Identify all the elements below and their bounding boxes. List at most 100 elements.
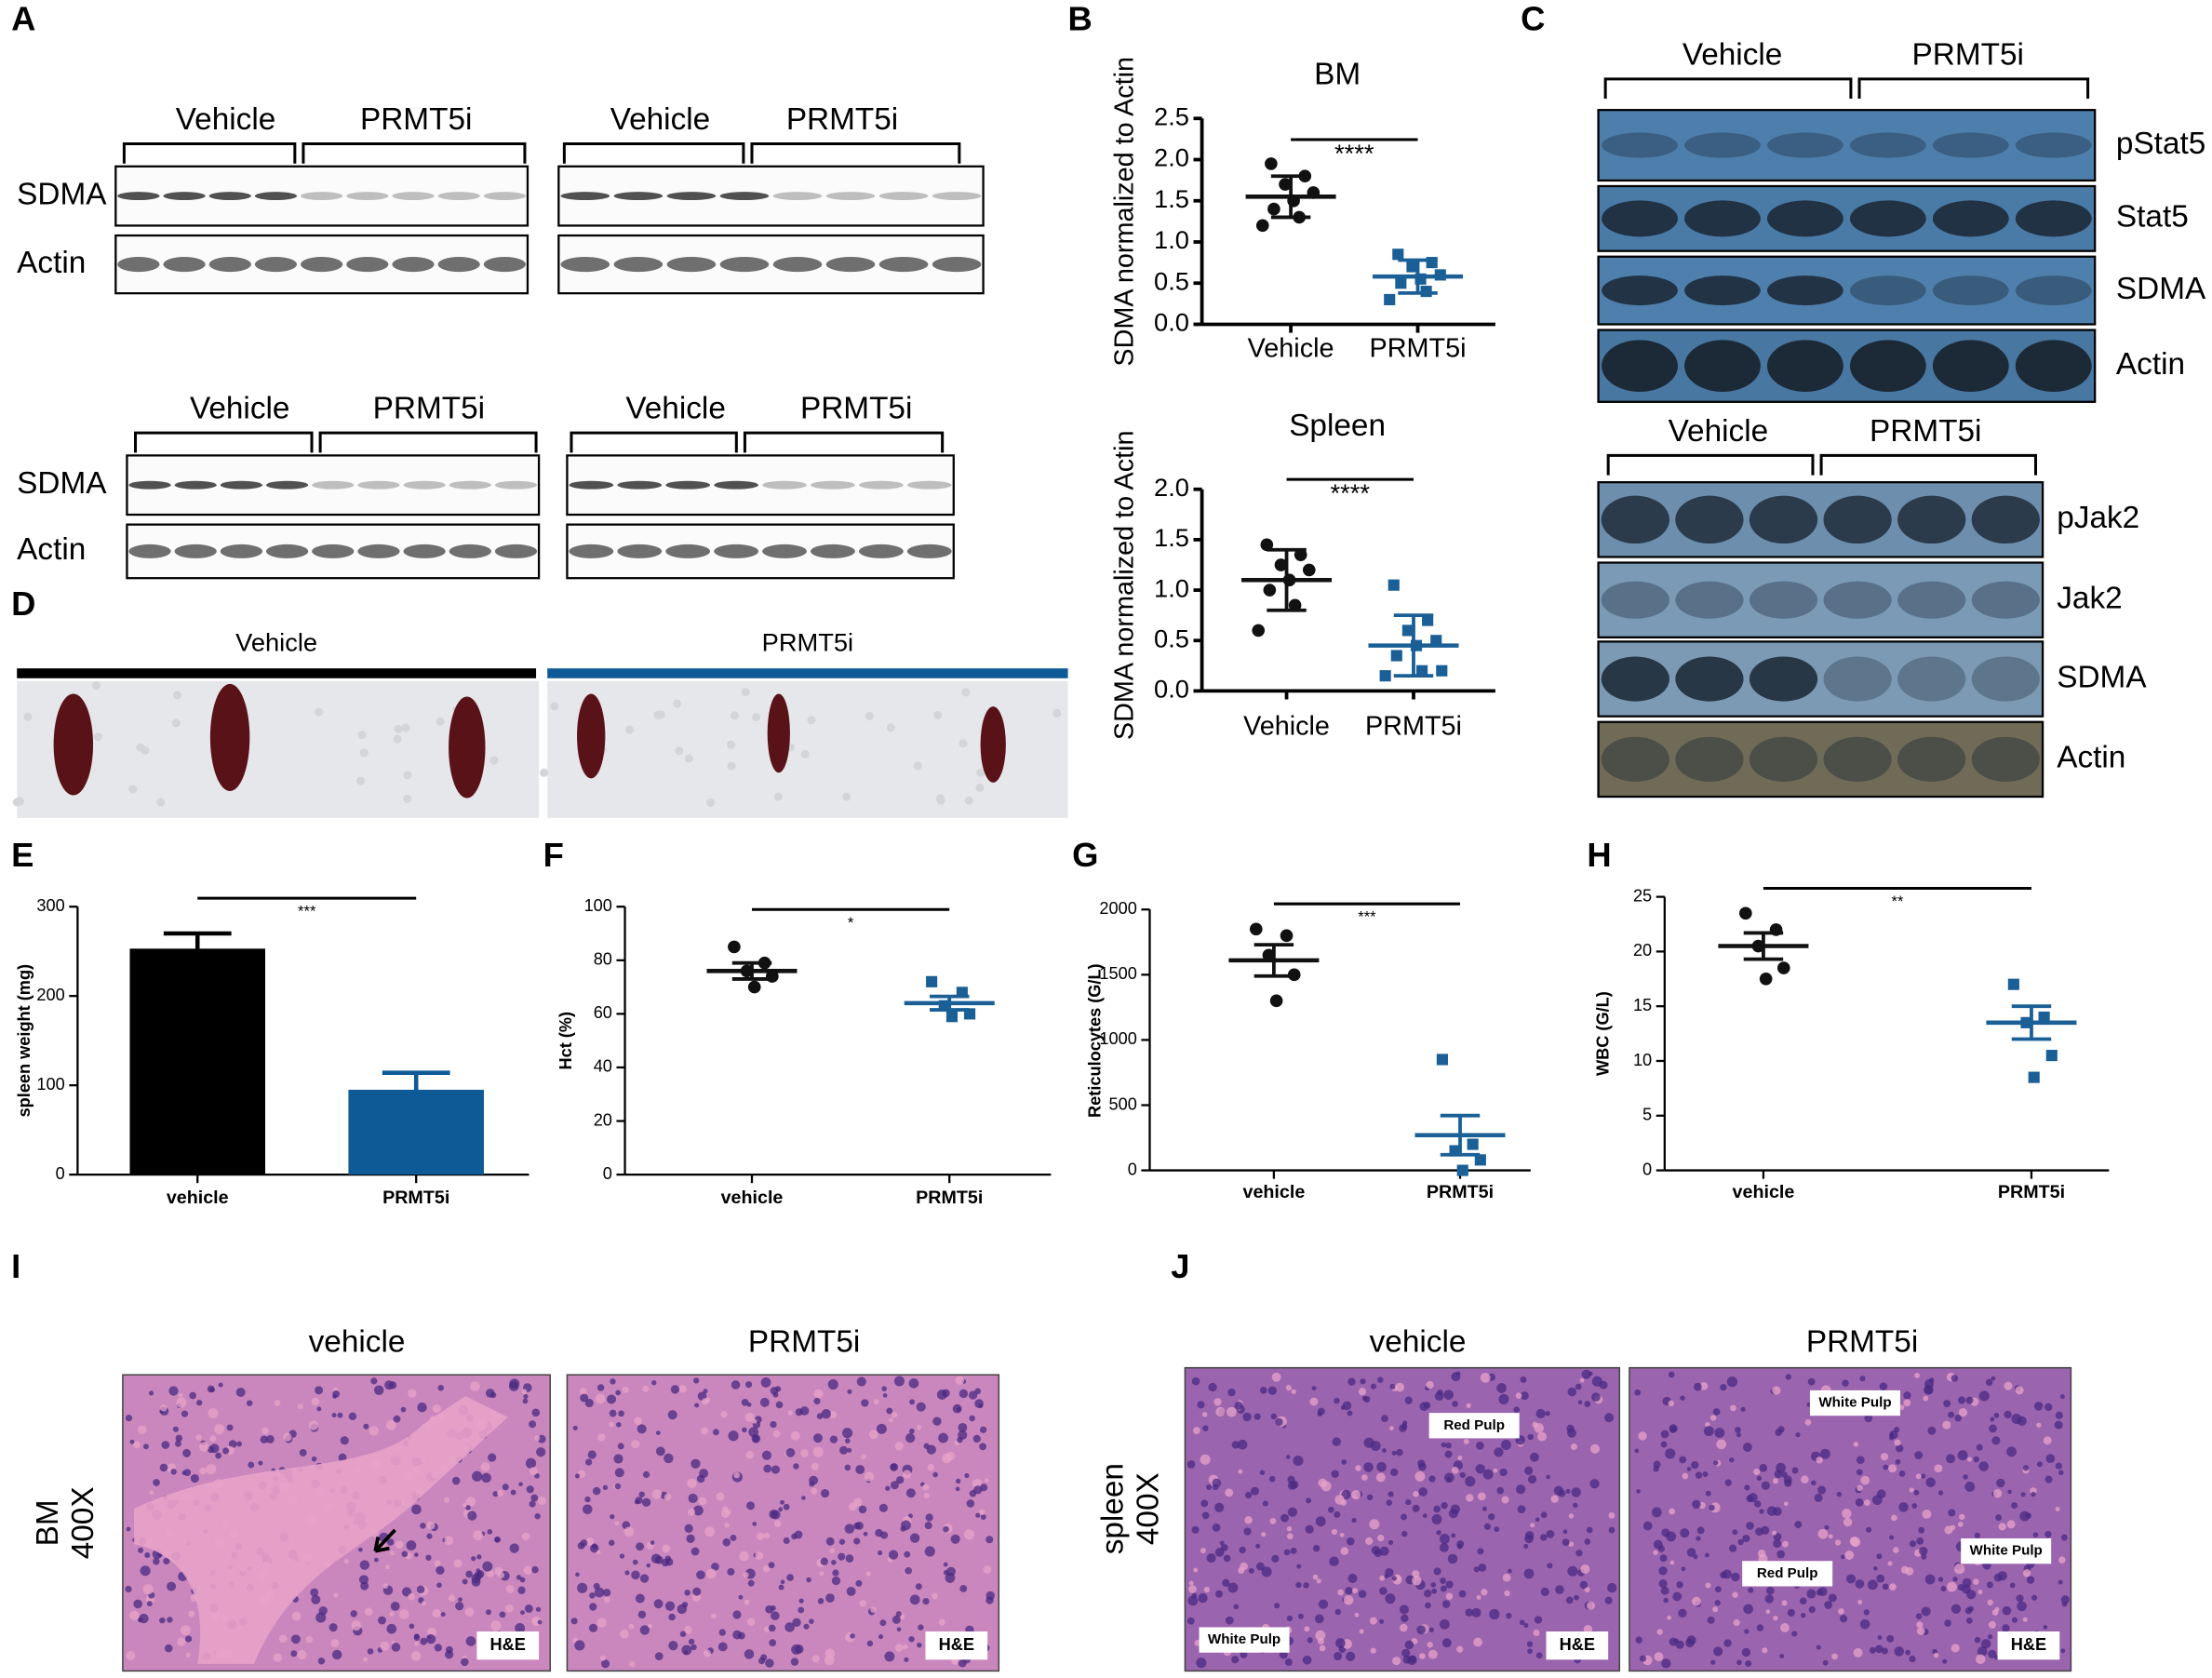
cell	[1699, 1382, 1709, 1390]
cell	[1430, 1582, 1437, 1588]
bracket	[122, 142, 297, 164]
blot-band	[2015, 200, 2092, 237]
cell	[744, 1412, 755, 1422]
cell	[744, 1599, 750, 1605]
cell	[1806, 1402, 1812, 1407]
cell	[1909, 1540, 1917, 1548]
data-point	[1422, 614, 1434, 626]
significance: ***	[1358, 908, 1376, 926]
cell	[1780, 1623, 1790, 1632]
cell	[1915, 1613, 1923, 1619]
cell	[1280, 1513, 1290, 1523]
cell	[1248, 1567, 1254, 1574]
cell	[161, 1441, 170, 1449]
cell	[159, 1617, 166, 1624]
cell	[1477, 1548, 1484, 1555]
cell	[1660, 1586, 1669, 1595]
cell	[884, 1651, 895, 1662]
blot-band	[174, 544, 217, 558]
cell	[1312, 1574, 1319, 1580]
cell	[798, 1606, 805, 1614]
cell	[426, 1521, 436, 1530]
cell	[153, 1479, 160, 1486]
data-point	[1739, 906, 1752, 920]
cell	[1302, 1655, 1312, 1665]
cell	[738, 1594, 744, 1600]
cell	[199, 1467, 207, 1475]
texture	[15, 797, 25, 806]
cell	[1534, 1616, 1543, 1624]
cell	[655, 1446, 665, 1457]
cell	[1748, 1587, 1754, 1593]
cell	[1431, 1588, 1438, 1594]
cell	[739, 1551, 749, 1562]
blot-band	[357, 480, 400, 490]
texture	[673, 699, 682, 708]
cell	[580, 1539, 588, 1547]
cell	[1377, 1376, 1384, 1383]
cell	[844, 1464, 851, 1471]
cell	[1540, 1587, 1549, 1597]
cell	[829, 1411, 838, 1418]
blot-band	[312, 544, 355, 558]
y-tick-label: 5	[1642, 1106, 1652, 1124]
cell	[1441, 1638, 1452, 1648]
cell	[337, 1412, 343, 1418]
blot-band	[1971, 581, 2040, 619]
cell	[1692, 1499, 1701, 1510]
blot-band	[859, 480, 904, 490]
cell	[297, 1650, 307, 1660]
blot-band	[1749, 656, 1818, 702]
cell	[1856, 1456, 1865, 1465]
cell	[1446, 1477, 1452, 1482]
cell	[1714, 1600, 1721, 1606]
cell	[2036, 1461, 2044, 1468]
cell	[768, 1624, 776, 1632]
cell	[426, 1533, 433, 1539]
cell	[1565, 1596, 1574, 1604]
blot-strip	[1597, 109, 2097, 182]
cell	[1329, 1556, 1339, 1567]
blot-band	[1823, 656, 1892, 702]
cell	[1465, 1476, 1476, 1487]
cell	[273, 1653, 283, 1662]
cell	[1315, 1630, 1326, 1641]
cell	[1681, 1566, 1686, 1572]
cell	[752, 1522, 757, 1526]
cell	[1287, 1481, 1297, 1490]
blot-band	[208, 257, 251, 273]
cell	[1250, 1486, 1259, 1496]
cell	[1441, 1600, 1451, 1608]
cell	[923, 1443, 930, 1449]
cell	[1682, 1472, 1689, 1480]
bracket	[1603, 77, 1853, 100]
y-tick-label: 0	[1642, 1160, 1652, 1178]
cell	[1946, 1454, 1955, 1464]
cell	[1774, 1470, 1783, 1479]
cell	[688, 1508, 696, 1516]
cell	[1478, 1564, 1487, 1572]
x-tick-label: vehicle	[721, 1188, 784, 1208]
cell	[1212, 1523, 1221, 1532]
cell	[885, 1485, 891, 1491]
error-bar	[1440, 1113, 1481, 1157]
cell	[1530, 1523, 1535, 1528]
cell	[890, 1462, 899, 1471]
cell	[1196, 1658, 1207, 1669]
cell	[684, 1625, 692, 1634]
data-point	[1474, 1154, 1486, 1166]
cell	[1741, 1647, 1751, 1658]
cell	[1765, 1586, 1775, 1595]
cell	[519, 1577, 526, 1583]
cell	[1524, 1466, 1534, 1475]
cell	[486, 1609, 491, 1616]
cell	[1237, 1439, 1248, 1450]
cell	[1424, 1590, 1432, 1598]
cell	[2045, 1454, 2056, 1464]
cell	[331, 1413, 337, 1418]
cell	[853, 1537, 861, 1545]
chart-title: BM	[1314, 58, 1361, 92]
cell	[1315, 1516, 1326, 1527]
cell	[979, 1509, 985, 1516]
cell	[1934, 1464, 1943, 1473]
